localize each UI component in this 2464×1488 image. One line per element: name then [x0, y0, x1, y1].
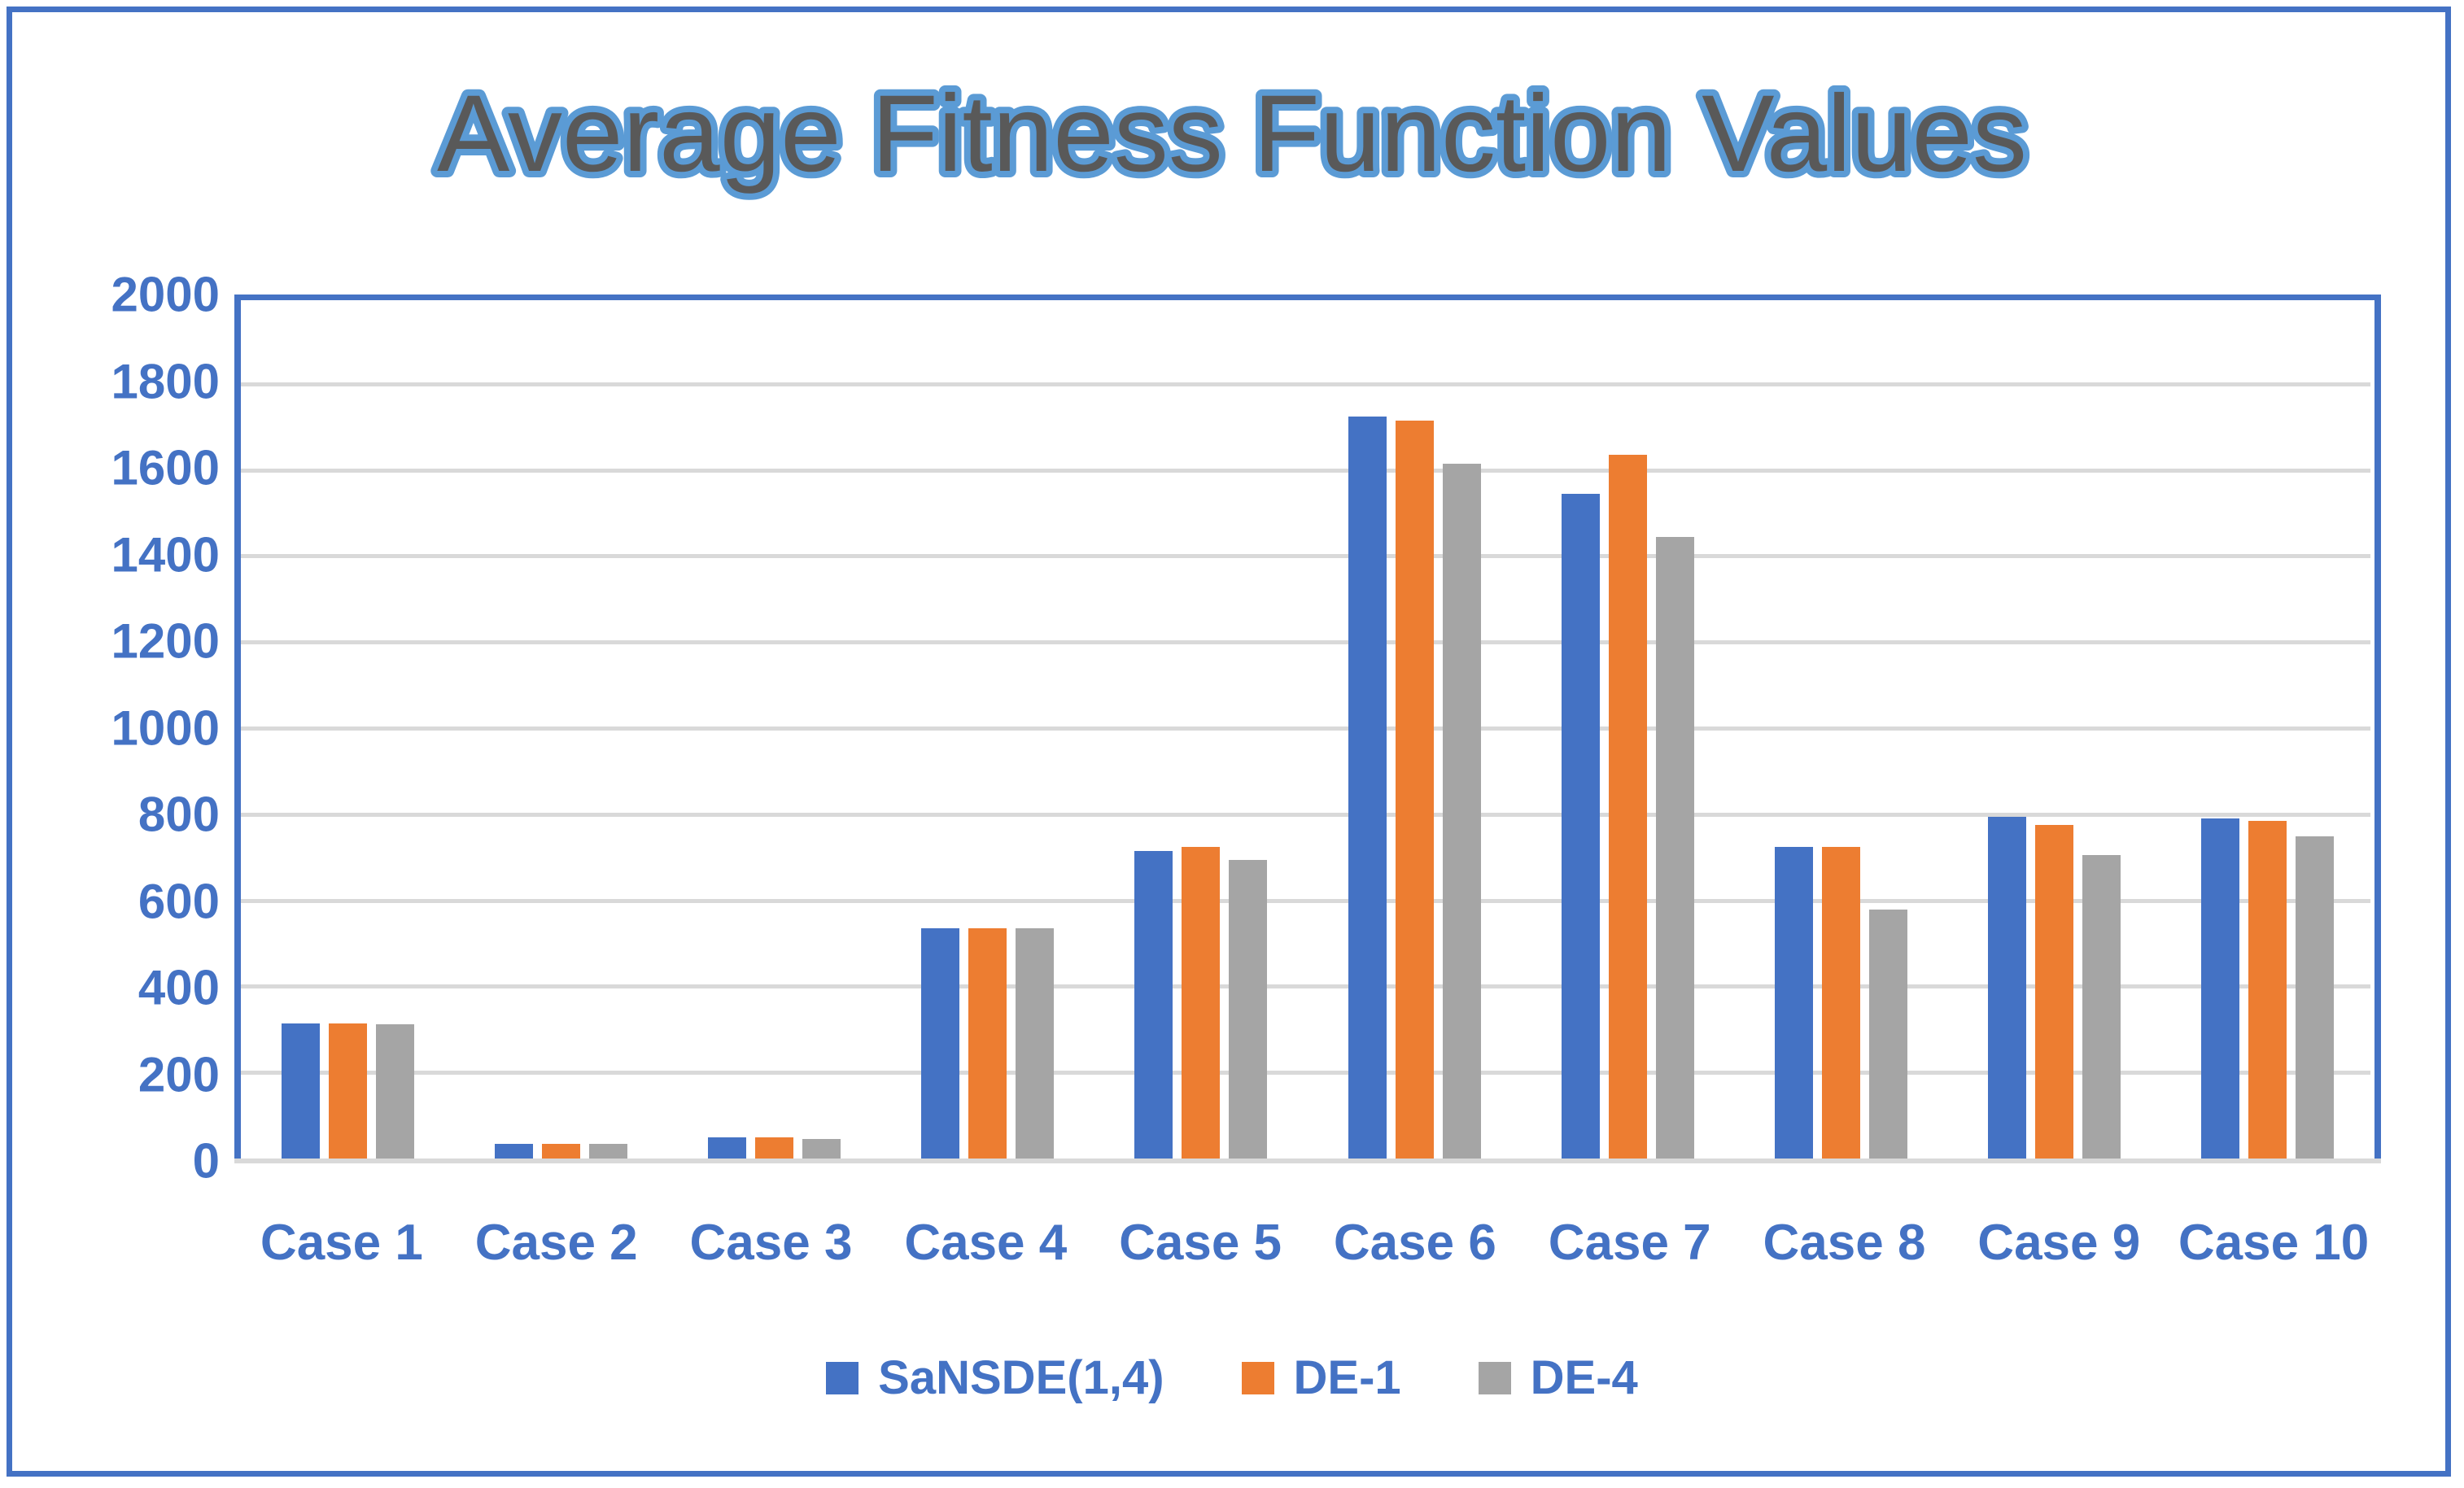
gridline — [241, 468, 2370, 473]
legend-item: DE-4 — [1478, 1351, 1638, 1405]
y-axis-labels: 0 200 400 600 800 1000 1200 1400 1600 1800 2000 — [24, 268, 220, 1189]
y-tick-label: 600 — [138, 874, 220, 928]
y-tick-label: 1600 — [111, 440, 220, 495]
gridline — [241, 382, 2370, 386]
gridline — [241, 898, 2370, 903]
y-tick-label: 1000 — [111, 700, 220, 755]
x-axis-label: Case 7 — [1548, 1215, 1711, 1271]
bar-group — [1948, 300, 2161, 1161]
bar — [708, 1137, 746, 1161]
bar — [1561, 494, 1600, 1161]
bar — [2035, 825, 2074, 1161]
bar — [2296, 836, 2335, 1161]
bar — [281, 1023, 320, 1161]
bar-group — [881, 300, 1094, 1161]
x-axis-label: Case 9 — [1977, 1215, 2141, 1271]
bar — [1608, 455, 1647, 1161]
bar-group — [1308, 300, 1521, 1161]
gridline — [241, 984, 2370, 989]
y-tick-label: 2000 — [111, 267, 220, 322]
x-axis-label: Case 3 — [689, 1215, 853, 1271]
x-axis-label: Case 8 — [1763, 1215, 1926, 1271]
y-tick-label: 400 — [138, 960, 220, 1015]
x-axis-label: Case 5 — [1119, 1215, 1282, 1271]
y-tick-label: 800 — [138, 787, 220, 842]
bar — [1134, 851, 1173, 1161]
bar-group — [241, 300, 454, 1161]
gridline — [241, 554, 2370, 559]
bar — [588, 1143, 627, 1161]
bar — [1775, 846, 1814, 1161]
bar-group — [454, 300, 667, 1161]
gridline — [241, 1071, 2370, 1076]
bar — [541, 1143, 580, 1161]
y-tick-label: 1400 — [111, 527, 220, 582]
y-tick-label: 200 — [138, 1047, 220, 1102]
x-axis-label: Case 4 — [904, 1215, 1068, 1271]
x-axis-label: Case 1 — [260, 1215, 423, 1271]
legend-label: DE-1 — [1293, 1351, 1401, 1404]
bar-group — [1734, 300, 1947, 1161]
bar-group — [667, 300, 880, 1161]
x-axis-labels: Case 1 Case 2 Case 3 Case 4 Case 5 Case 6 Case… — [234, 1214, 2381, 1272]
bar — [1182, 846, 1221, 1161]
bar — [1442, 464, 1481, 1161]
bar-group — [2161, 300, 2374, 1161]
bar-groups — [241, 300, 2374, 1161]
y-tick-label: 0 — [192, 1133, 220, 1189]
gridline — [241, 727, 2370, 731]
chart-title: Average Fitness Function Values — [437, 73, 2027, 194]
legend-label: SaNSDE(1,4) — [878, 1351, 1164, 1404]
legend-item: DE-1 — [1241, 1351, 1401, 1405]
bar — [1016, 928, 1055, 1161]
gridline — [241, 812, 2370, 817]
bar — [1348, 416, 1387, 1161]
bar-group — [1094, 300, 1308, 1161]
bar — [1822, 846, 1861, 1161]
legend-item: SaNSDE(1,4) — [826, 1351, 1164, 1405]
legend-label: DE-4 — [1530, 1351, 1638, 1404]
bar — [1869, 909, 1908, 1161]
bar — [375, 1023, 414, 1161]
outer-frame — [7, 7, 2451, 1477]
bar — [494, 1143, 533, 1161]
bar — [1229, 859, 1268, 1161]
bar — [1655, 536, 1694, 1161]
bar — [968, 928, 1007, 1161]
y-tick-label: 1800 — [111, 354, 220, 408]
x-axis-label: Case 6 — [1333, 1215, 1496, 1271]
bar — [1395, 421, 1434, 1161]
bar-group — [1521, 300, 1734, 1161]
bar — [328, 1023, 367, 1161]
bar — [802, 1138, 841, 1161]
bar — [1988, 816, 2027, 1161]
bar — [2201, 818, 2240, 1161]
gridline — [241, 640, 2370, 645]
legend: SaNSDE(1,4) DE-1 DE-4 — [0, 1351, 2464, 1405]
bar — [755, 1137, 793, 1161]
x-axis-label: Case 10 — [2178, 1215, 2370, 1271]
x-axis-label: Case 2 — [474, 1215, 638, 1271]
plot-area — [234, 295, 2381, 1163]
y-tick-label: 1200 — [111, 613, 220, 669]
legend-swatch — [1241, 1361, 1274, 1394]
chart-title-area: Average Fitness Function Values — [430, 67, 2034, 201]
legend-swatch — [826, 1361, 859, 1394]
bar — [2248, 821, 2287, 1161]
legend-swatch — [1478, 1361, 1511, 1394]
bar — [2082, 855, 2121, 1161]
x-axis-line — [234, 1159, 2381, 1163]
bar — [921, 928, 960, 1161]
